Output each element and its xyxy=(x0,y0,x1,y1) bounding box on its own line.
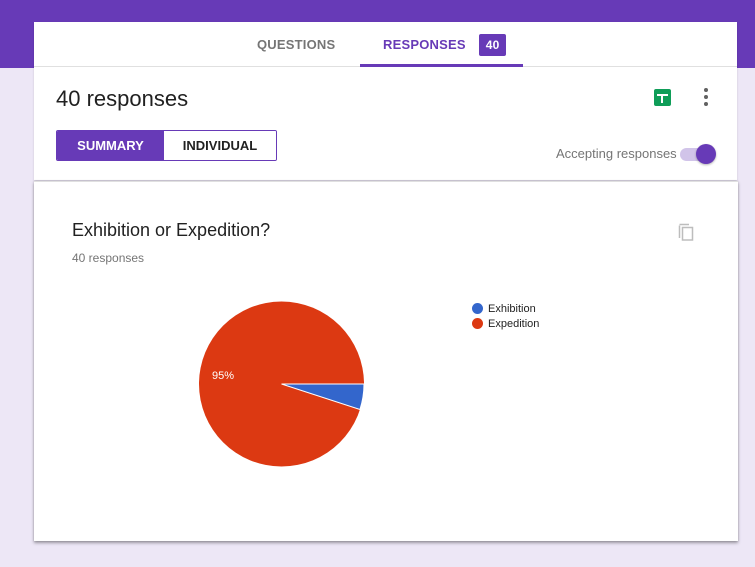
accepting-responses-toggle[interactable] xyxy=(680,144,716,164)
individual-button[interactable]: INDIVIDUAL xyxy=(164,131,276,160)
chart-legend: Exhibition Expedition xyxy=(472,301,539,331)
tab-responses[interactable]: RESPONSES 40 xyxy=(360,22,523,67)
tab-responses-label: RESPONSES xyxy=(383,37,466,52)
tab-questions-label: QUESTIONS xyxy=(257,37,336,52)
legend-item-expedition[interactable]: Expedition xyxy=(472,316,539,331)
legend-dot-icon xyxy=(472,318,483,329)
tab-questions[interactable]: QUESTIONS xyxy=(257,22,335,67)
summary-button[interactable]: SUMMARY xyxy=(57,131,164,160)
copy-icon[interactable] xyxy=(678,223,694,241)
toggle-thumb xyxy=(696,144,716,164)
accepting-responses-label: Accepting responses xyxy=(556,146,677,161)
view-toggle: SUMMARY INDIVIDUAL xyxy=(56,130,277,161)
responses-count-badge: 40 xyxy=(478,33,507,56)
tab-bar: QUESTIONS RESPONSES 40 xyxy=(34,22,737,67)
legend-label: Exhibition xyxy=(488,302,536,315)
pie-chart: 95% Exhibition Expedition xyxy=(34,282,738,502)
page-title: 40 responses xyxy=(56,86,189,111)
legend-label: Expedition xyxy=(488,317,540,330)
pie-slice-exhibition[interactable] xyxy=(281,383,365,411)
question-summary-card: Exhibition or Expedition? 40 responses 9… xyxy=(34,181,738,541)
responses-header-card: QUESTIONS RESPONSES 40 40 responses SUMM… xyxy=(34,22,737,180)
google-sheets-icon[interactable] xyxy=(654,89,671,106)
question-response-count: 40 responses xyxy=(72,251,145,265)
pie-chart-svg: 95% xyxy=(199,301,365,467)
pie-slice-label-expedition: 95% xyxy=(212,370,234,382)
question-title: Exhibition or Expedition? xyxy=(72,220,271,240)
more-vert-icon[interactable] xyxy=(699,86,713,108)
legend-item-exhibition[interactable]: Exhibition xyxy=(472,301,539,316)
active-tab-indicator xyxy=(360,64,523,67)
legend-dot-icon xyxy=(472,303,483,314)
